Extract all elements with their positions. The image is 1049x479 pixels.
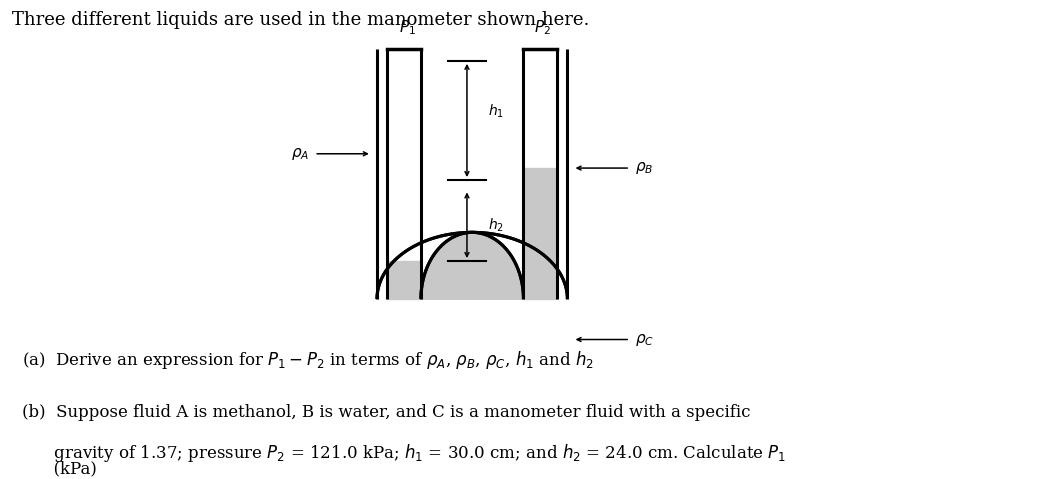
- Text: $\rho_A$: $\rho_A$: [291, 146, 309, 162]
- Text: Three different liquids are used in the manometer shown here.: Three different liquids are used in the …: [12, 11, 590, 29]
- Polygon shape: [387, 261, 421, 299]
- Text: (a)  Derive an expression for $P_1 - P_2$ in terms of $\rho_A$, $\rho_B$, $\rho_: (a) Derive an expression for $P_1 - P_2$…: [22, 349, 595, 371]
- Polygon shape: [523, 168, 557, 299]
- Polygon shape: [421, 232, 523, 299]
- Text: $P_2$: $P_2$: [534, 18, 551, 37]
- Text: gravity of 1.37; pressure $P_2$ = 121.0 kPa; $h_1$ = 30.0 cm; and $h_2$ = 24.0 c: gravity of 1.37; pressure $P_2$ = 121.0 …: [22, 442, 787, 464]
- Text: $\rho_B$: $\rho_B$: [636, 160, 654, 176]
- Text: $h_1$: $h_1$: [488, 102, 504, 120]
- Text: $\rho_C$: $\rho_C$: [636, 331, 655, 347]
- Text: (b)  Suppose fluid A is methanol, B is water, and C is a manometer fluid with a : (b) Suppose fluid A is methanol, B is wa…: [22, 404, 751, 421]
- Text: $h_2$: $h_2$: [488, 217, 504, 234]
- Text: (kPa): (kPa): [22, 461, 98, 478]
- Text: $P_1$: $P_1$: [399, 18, 415, 37]
